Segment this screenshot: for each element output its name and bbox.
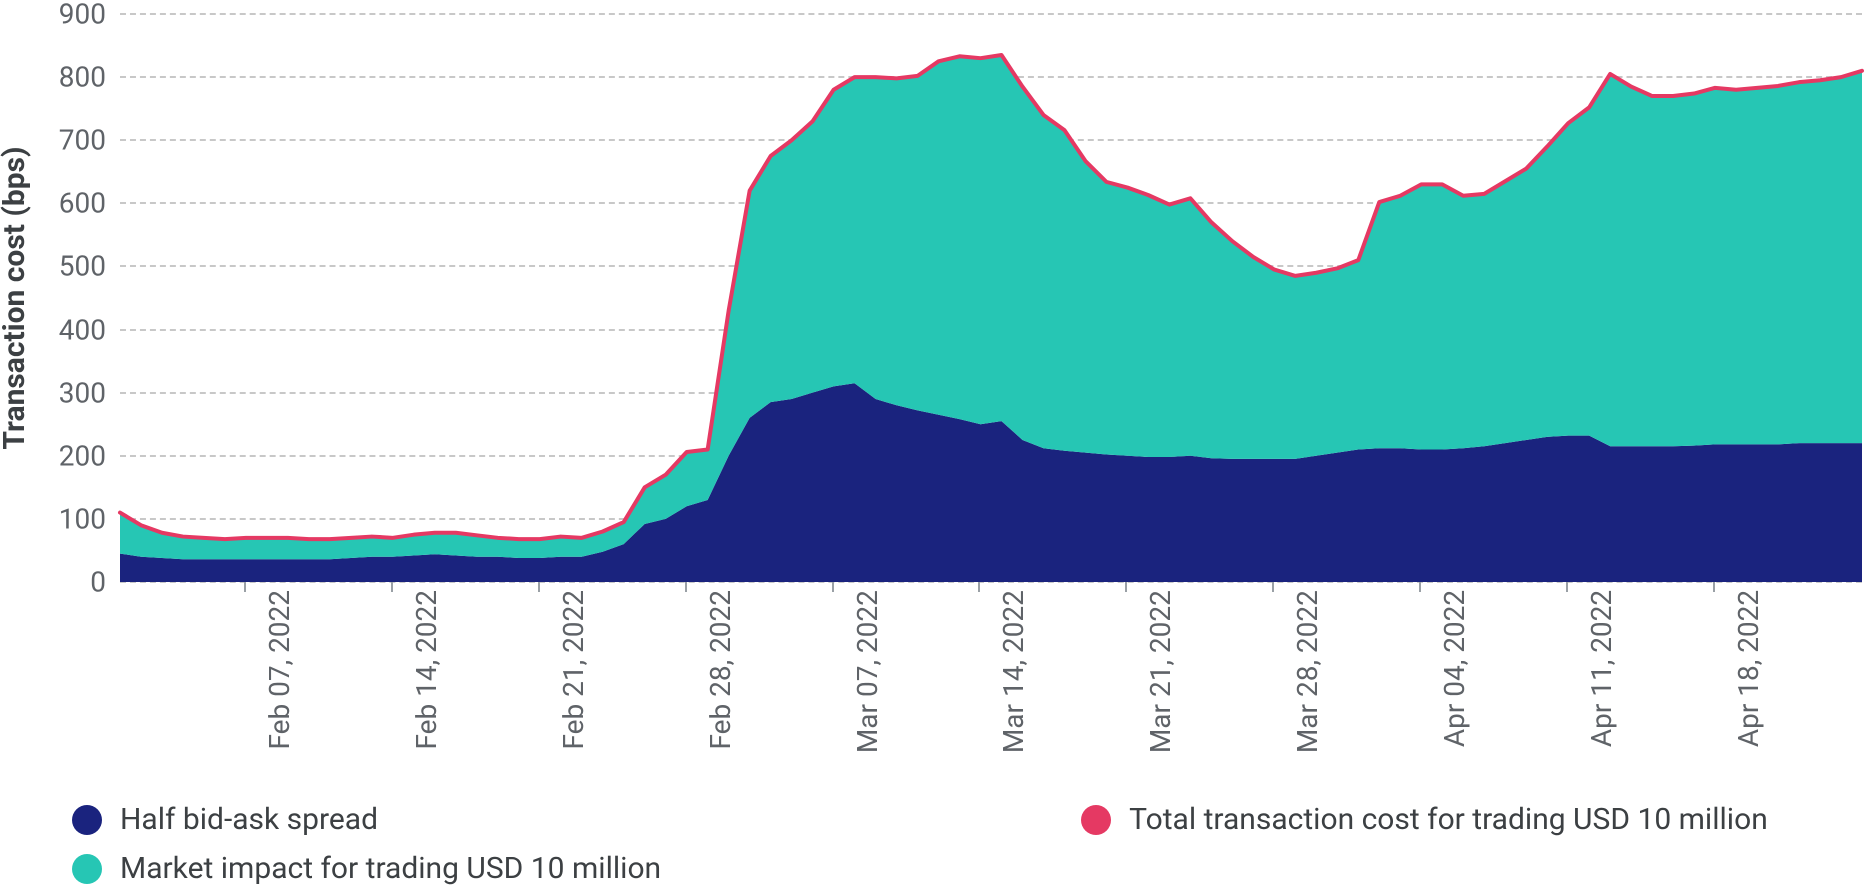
transaction-cost-chart: Transaction cost (bps) 01002003004005006… (0, 0, 1870, 883)
series-svg (120, 14, 1862, 582)
y-tick-label: 200 (59, 439, 120, 472)
x-tick-label: Apr 11, 2022 (1557, 590, 1618, 747)
x-tick-label: Mar 14, 2022 (969, 590, 1030, 753)
legend-swatch (72, 854, 102, 884)
y-tick-label: 300 (59, 376, 120, 409)
legend-swatch (1081, 805, 1111, 835)
y-tick-label: 800 (59, 61, 120, 94)
x-tick-label: Mar 07, 2022 (823, 590, 884, 753)
x-tick-label: Mar 21, 2022 (1116, 590, 1177, 753)
y-axis-label: Transaction cost (bps) (0, 146, 32, 449)
legend: Half bid-ask spread Market impact for tra… (72, 802, 1768, 886)
y-tick-label: 900 (59, 0, 120, 31)
x-tick-label: Apr 04, 2022 (1410, 590, 1471, 747)
y-tick-label: 700 (59, 124, 120, 157)
y-tick-label: 400 (59, 313, 120, 346)
y-tick-label: 100 (59, 502, 120, 535)
legend-label: Market impact for trading USD 10 million (120, 851, 661, 886)
legend-label: Half bid-ask spread (120, 802, 378, 837)
y-tick-label: 500 (59, 250, 120, 283)
x-tick-label: Feb 14, 2022 (382, 590, 443, 750)
legend-label: Total transaction cost for trading USD 1… (1129, 802, 1768, 837)
x-tick-label: Feb 07, 2022 (235, 590, 296, 750)
y-tick-label: 0 (90, 566, 120, 599)
legend-item: Market impact for trading USD 10 million (72, 851, 661, 886)
legend-item: Total transaction cost for trading USD 1… (1081, 802, 1768, 837)
x-tick-label: Apr 18, 2022 (1704, 590, 1765, 747)
x-tick-label: Feb 28, 2022 (676, 590, 737, 750)
x-tick-label: Mar 28, 2022 (1263, 590, 1324, 753)
y-tick-label: 600 (59, 187, 120, 220)
legend-swatch (72, 805, 102, 835)
plot-area: 0100200300400500600700800900Feb 07, 2022… (120, 14, 1862, 582)
legend-item: Half bid-ask spread (72, 802, 661, 837)
x-tick-label: Feb 21, 2022 (529, 590, 590, 750)
